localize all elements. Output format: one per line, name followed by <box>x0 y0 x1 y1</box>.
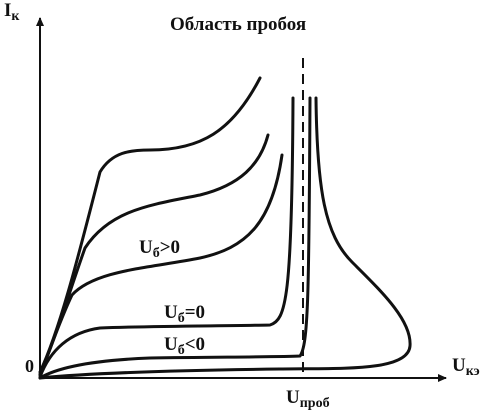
x-axis-label: Uкэ <box>452 355 480 379</box>
curve-label-ub-negative: Uб<0 <box>164 334 205 358</box>
curve-label-ub-zero: Uб=0 <box>164 302 205 326</box>
curve-ub-negative-1 <box>38 96 312 380</box>
curve-ub-zero <box>38 96 295 379</box>
y-axis-label: Iк <box>4 0 20 24</box>
breakdown-voltage-label: Uпроб <box>286 387 330 411</box>
breakdown-region-title: Область пробоя <box>170 14 306 35</box>
curve-label-ub-positive: Uб>0 <box>139 237 180 261</box>
origin-label: 0 <box>25 356 34 376</box>
curve-ub-negative-2 <box>38 96 412 380</box>
curve-ub-positive-low <box>38 153 284 377</box>
